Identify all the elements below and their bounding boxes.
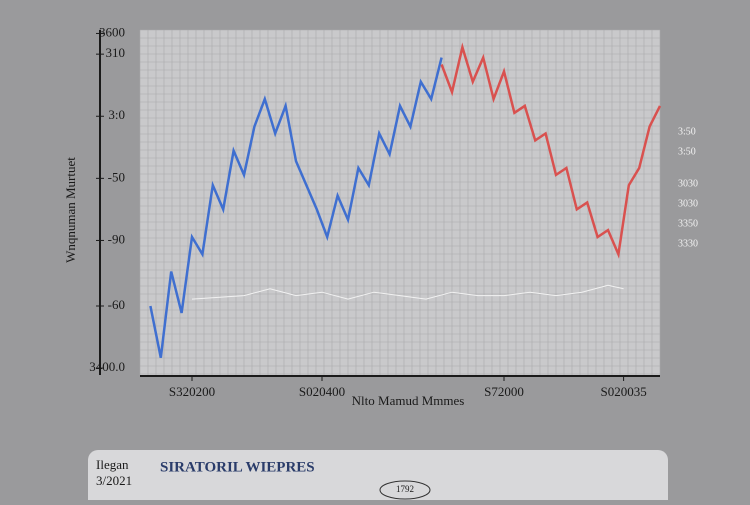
- panel-badge: 1792: [396, 484, 414, 494]
- x-tick-label: S320200: [169, 384, 215, 399]
- data-line: [191, 284, 624, 300]
- right-label: 3030: [678, 178, 698, 189]
- right-label: 3:50: [678, 126, 696, 137]
- x-tick-label: S72000: [484, 384, 524, 399]
- y-tick-label: -90: [108, 231, 125, 246]
- bottom-panel: [88, 450, 668, 505]
- panel-label: Ilegan: [96, 457, 129, 472]
- right-label: 3330: [678, 238, 698, 249]
- y-tick-label: 3400.0: [89, 359, 125, 374]
- plot-area: [140, 30, 660, 375]
- data-line: [149, 57, 443, 358]
- panel-date: 3/2021: [96, 473, 132, 488]
- right-label: 3030: [678, 198, 698, 209]
- badge-outline: [379, 480, 431, 500]
- y-tick-label: 310: [106, 45, 126, 60]
- y-tick-label: 3:0: [108, 107, 125, 122]
- right-label: 3:50: [678, 146, 696, 157]
- y-axis-title: Wnqnuman Murtuet: [63, 157, 78, 263]
- x-tick-label: S020400: [299, 384, 345, 399]
- x-tick-label: S020035: [600, 384, 646, 399]
- y-tick-label: -50: [108, 169, 125, 184]
- y-tick-label: -60: [108, 297, 125, 312]
- y-tick-label: 3600: [99, 24, 125, 39]
- panel-title: SIRATORIL WIEPRES: [160, 459, 315, 475]
- data-line: [440, 42, 662, 259]
- x-axis-title: Nlto Mamud Mmmes: [352, 393, 465, 408]
- right-label: 3350: [678, 218, 698, 229]
